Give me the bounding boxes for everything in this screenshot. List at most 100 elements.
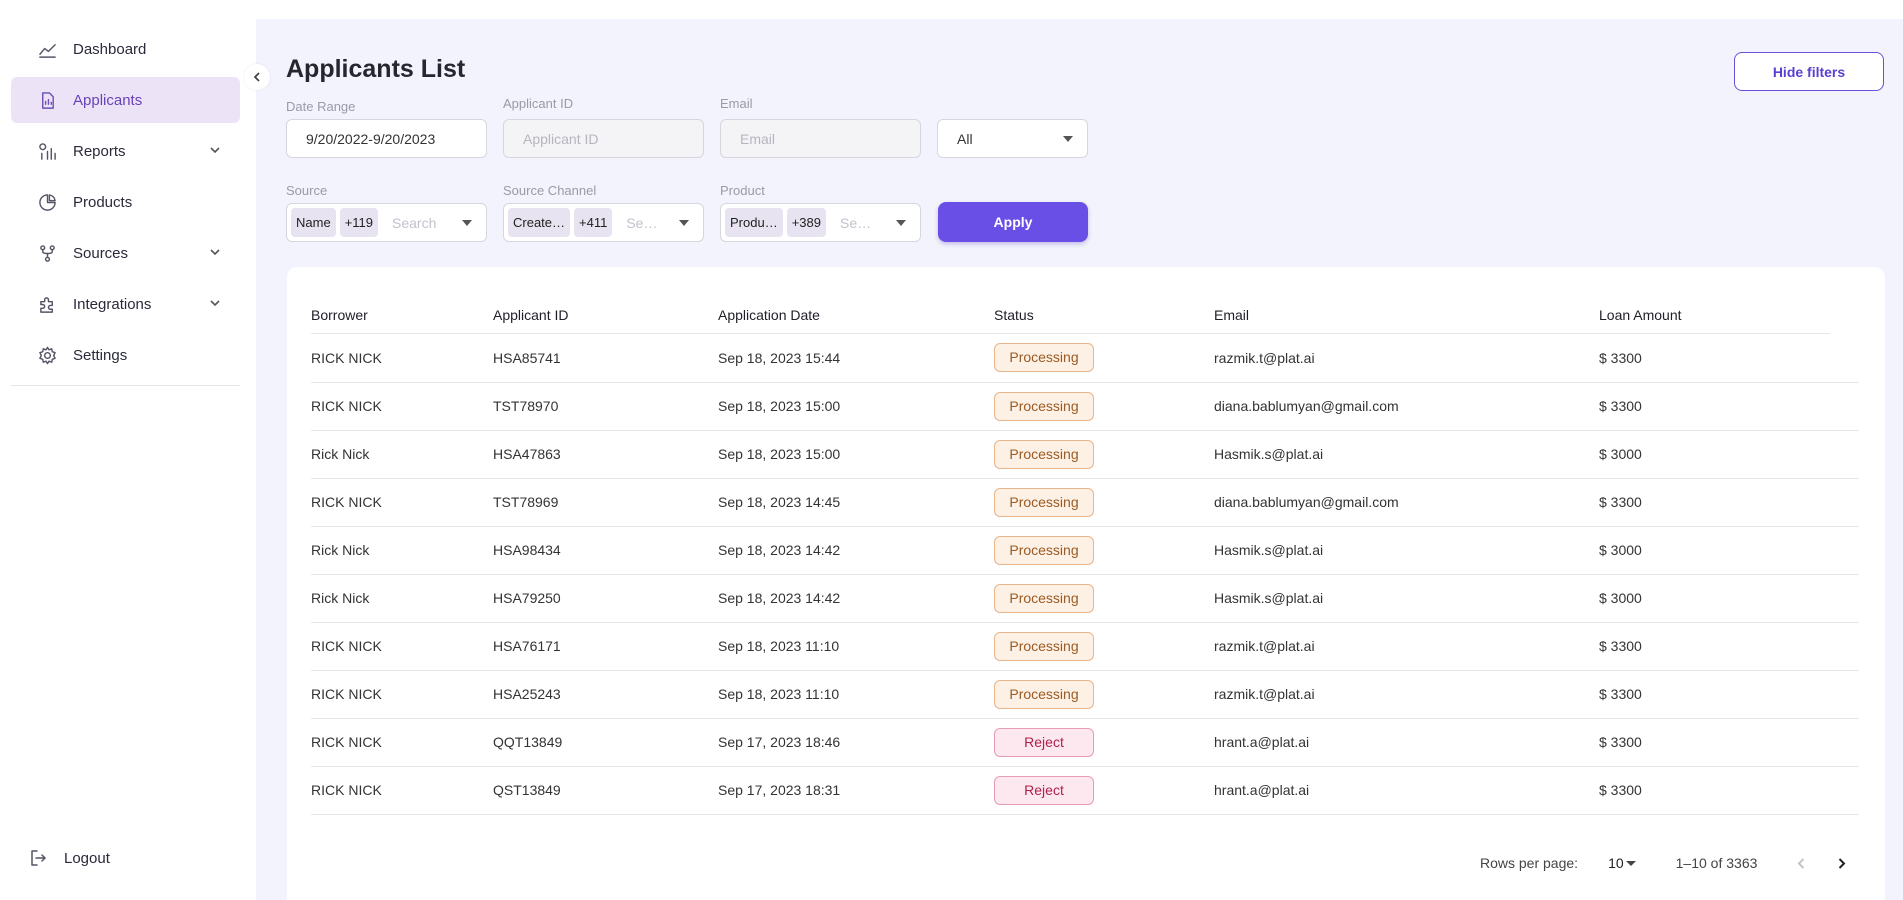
sidebar-nav: Dashboard Applicants Reports Products So… xyxy=(11,26,240,383)
application-date-cell: Sep 18, 2023 14:42 xyxy=(718,526,994,575)
applicants-table: Borrower Applicant ID Application Date S… xyxy=(311,267,1859,815)
status-badge: Processing xyxy=(994,535,1094,565)
source-channel-search[interactable]: Se… xyxy=(626,214,658,231)
product-chip[interactable]: Produ… xyxy=(725,208,783,237)
table-row[interactable]: Rick Nick HSA98434 Sep 18, 2023 14:42 Proce… xyxy=(311,526,1859,575)
status-badge: Processing xyxy=(994,487,1094,517)
status-select[interactable]: All xyxy=(937,119,1088,158)
sidebar-item-products[interactable]: Products xyxy=(11,179,240,225)
sidebar-item-sources[interactable]: Sources xyxy=(11,230,240,276)
status-badge: Reject xyxy=(994,727,1094,757)
product-search[interactable]: Se… xyxy=(840,214,872,231)
applicant-id-cell: HSA25243 xyxy=(493,670,718,719)
loan-amount-cell: $ 3300 xyxy=(1599,718,1859,767)
status-cell: Processing xyxy=(994,430,1214,479)
column-header-loan-amount[interactable]: Loan Amount xyxy=(1599,306,1682,323)
table-row[interactable]: RICK NICK HSA85741 Sep 18, 2023 15:44 Proce… xyxy=(311,334,1859,383)
chevron-down-icon[interactable] xyxy=(208,296,222,310)
status-cell: Processing xyxy=(994,382,1214,431)
borrower-cell: Rick Nick xyxy=(311,574,493,623)
applicant-id-input[interactable]: Applicant ID xyxy=(503,119,704,158)
product-select[interactable]: Produ… +389 Se… xyxy=(720,203,921,242)
source-channel-select[interactable]: Create… +411 Se… xyxy=(503,203,704,242)
source-channel-chip[interactable]: Create… xyxy=(508,208,570,237)
loan-amount-cell: $ 3300 xyxy=(1599,766,1859,815)
chevron-right-icon xyxy=(1838,857,1846,869)
applicant-id-cell: HSA79250 xyxy=(493,574,718,623)
page-title: Applicants List xyxy=(286,55,466,83)
email-cell: Hasmik.s@plat.ai xyxy=(1214,574,1599,623)
caret-down-icon xyxy=(1625,860,1636,866)
sidebar-item-settings[interactable]: Settings xyxy=(11,332,240,378)
table-row[interactable]: Rick Nick HSA47863 Sep 18, 2023 15:00 Proce… xyxy=(311,430,1859,479)
chevron-down-icon[interactable] xyxy=(208,143,222,157)
sidebar-item-dashboard[interactable]: Dashboard xyxy=(11,26,240,72)
email-cell: diana.bablumyan@gmail.com xyxy=(1214,478,1599,527)
source-count-chip: +119 xyxy=(339,208,379,237)
sidebar-item-label: Reports xyxy=(73,142,126,160)
previous-page-button[interactable] xyxy=(1791,853,1811,873)
borrower-cell: RICK NICK xyxy=(311,478,493,527)
logout-button[interactable]: Logout xyxy=(28,848,110,868)
status-cell: Processing xyxy=(994,622,1214,671)
status-badge: Processing xyxy=(994,439,1094,469)
rows-per-page-select[interactable]: 10 xyxy=(1608,855,1636,871)
caret-down-icon xyxy=(462,220,472,226)
column-header-application-date[interactable]: Application Date xyxy=(718,306,820,323)
column-header-applicant-id[interactable]: Applicant ID xyxy=(493,306,569,323)
document-icon xyxy=(37,90,57,110)
source-select[interactable]: Name +119 Search xyxy=(286,203,487,242)
sidebar-item-label: Integrations xyxy=(73,295,152,313)
chevron-left-icon xyxy=(1797,857,1805,869)
table-row[interactable]: Rick Nick HSA79250 Sep 18, 2023 14:42 Proce… xyxy=(311,574,1859,623)
source-label: Source xyxy=(286,183,328,198)
column-header-email[interactable]: Email xyxy=(1214,306,1250,323)
applicant-id-label: Applicant ID xyxy=(503,96,574,111)
application-date-cell: Sep 17, 2023 18:31 xyxy=(718,766,994,815)
application-date-cell: Sep 17, 2023 18:46 xyxy=(718,718,994,767)
status-badge: Processing xyxy=(994,679,1094,709)
loan-amount-cell: $ 3000 xyxy=(1599,430,1859,479)
table-row[interactable]: RICK NICK TST78970 Sep 18, 2023 15:00 Proce… xyxy=(311,382,1859,431)
product-count-chip: +389 xyxy=(786,208,826,237)
status-cell: Reject xyxy=(994,718,1214,767)
sidebar-item-reports[interactable]: Reports xyxy=(11,128,240,174)
status-badge: Reject xyxy=(994,775,1094,805)
date-range-input[interactable]: 9/20/2022-9/20/2023 xyxy=(286,119,487,158)
borrower-cell: RICK NICK xyxy=(311,382,493,431)
table-row[interactable]: RICK NICK QQT13849 Sep 17, 2023 18:46 Rejec… xyxy=(311,718,1859,767)
borrower-cell: RICK NICK xyxy=(311,622,493,671)
source-search[interactable]: Search xyxy=(392,214,437,231)
sidebar-item-applicants[interactable]: Applicants xyxy=(11,77,240,123)
status-cell: Reject xyxy=(994,766,1214,815)
application-date-cell: Sep 18, 2023 14:45 xyxy=(718,478,994,527)
loan-amount-cell: $ 3300 xyxy=(1599,334,1859,383)
sidebar-divider xyxy=(11,385,240,386)
next-page-button[interactable] xyxy=(1831,853,1851,873)
collapse-sidebar-button[interactable] xyxy=(244,64,270,90)
source-chip[interactable]: Name xyxy=(291,208,336,237)
application-date-cell: Sep 18, 2023 15:00 xyxy=(718,382,994,431)
email-label: Email xyxy=(720,96,753,111)
table-row[interactable]: RICK NICK HSA25243 Sep 18, 2023 11:10 Proce… xyxy=(311,670,1859,719)
apply-button[interactable]: Apply xyxy=(938,202,1088,242)
hide-filters-button[interactable]: Hide filters xyxy=(1734,52,1884,91)
applicant-id-cell: QQT13849 xyxy=(493,718,718,767)
branch-icon xyxy=(37,243,57,263)
email-input[interactable]: Email xyxy=(720,119,921,158)
column-header-borrower[interactable]: Borrower xyxy=(311,306,368,323)
loan-amount-cell: $ 3000 xyxy=(1599,574,1859,623)
table-body: RICK NICK HSA85741 Sep 18, 2023 15:44 Proce… xyxy=(311,334,1859,815)
application-date-cell: Sep 18, 2023 15:00 xyxy=(718,430,994,479)
email-cell: diana.bablumyan@gmail.com xyxy=(1214,382,1599,431)
column-header-status[interactable]: Status xyxy=(994,306,1034,323)
borrower-cell: Rick Nick xyxy=(311,430,493,479)
loan-amount-cell: $ 3300 xyxy=(1599,478,1859,527)
table-row[interactable]: RICK NICK HSA76171 Sep 18, 2023 11:10 Proce… xyxy=(311,622,1859,671)
status-badge: Processing xyxy=(994,343,1094,373)
sidebar-item-integrations[interactable]: Integrations xyxy=(11,281,240,327)
table-row[interactable]: RICK NICK TST78969 Sep 18, 2023 14:45 Proce… xyxy=(311,478,1859,527)
chevron-down-icon[interactable] xyxy=(208,245,222,259)
table-row[interactable]: RICK NICK QST13849 Sep 17, 2023 18:31 Rejec… xyxy=(311,766,1859,815)
applicant-id-cell: TST78970 xyxy=(493,382,718,431)
